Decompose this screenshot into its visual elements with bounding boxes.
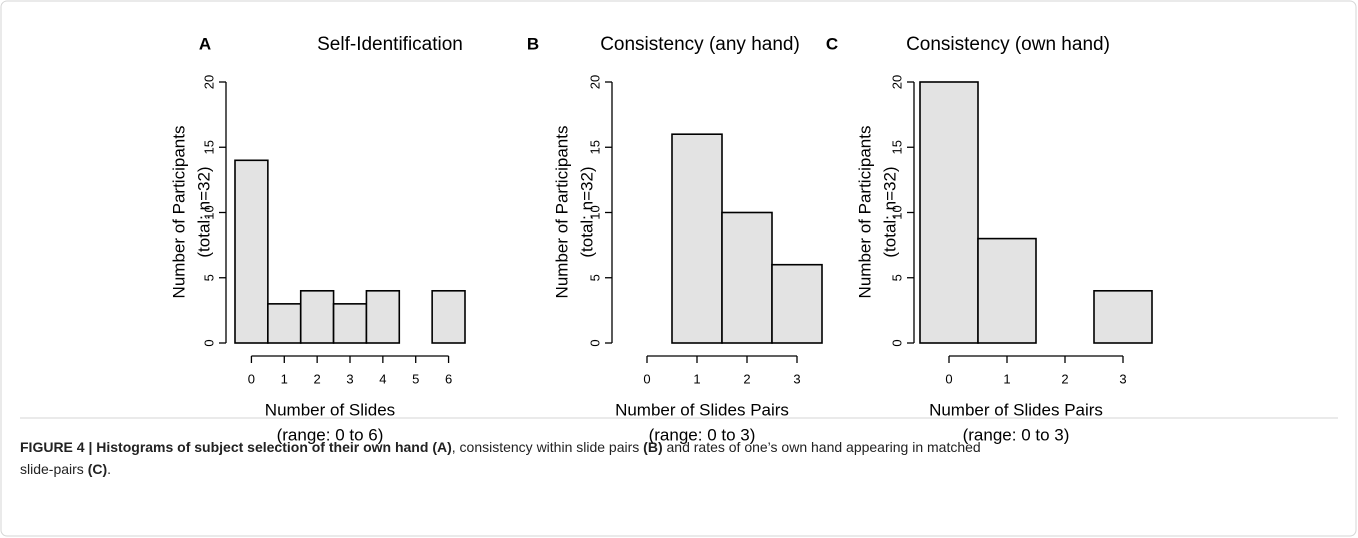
- caption-line: slide-pairs (C).: [20, 461, 111, 477]
- caption-line: FIGURE 4 | Histograms of subject selecti…: [20, 439, 981, 455]
- x-tick-label: 3: [1119, 371, 1126, 386]
- x-tick-label: 0: [248, 371, 255, 386]
- x-tick-label: 6: [445, 371, 452, 386]
- caption-run: (C): [88, 461, 107, 477]
- y-tick-label: 15: [201, 140, 216, 154]
- x-tick-label: 2: [1061, 371, 1068, 386]
- y-tick-label: 10: [587, 205, 602, 219]
- histogram-bar: [267, 303, 302, 344]
- histogram-bar: [299, 289, 335, 344]
- x-axis-label: (range: 0 to 3): [963, 425, 1070, 444]
- caption-run: (B): [643, 439, 662, 455]
- y-tick-label: 0: [889, 339, 904, 346]
- x-axis-label: Number of Slides Pairs: [929, 400, 1103, 419]
- histogram-bar: [234, 159, 269, 344]
- histogram-bar: [771, 263, 823, 344]
- y-axis-label: Number of Participants: [169, 126, 188, 299]
- histogram-bar: [332, 303, 368, 344]
- chart-title: Consistency (own hand): [906, 34, 1110, 55]
- x-axis-label: Number of Slides Pairs: [615, 400, 789, 419]
- x-tick-label: 4: [379, 371, 386, 386]
- y-tick-label: 20: [587, 75, 602, 89]
- y-tick-label: 5: [201, 274, 216, 281]
- y-axis-label: (total: n=32): [194, 166, 213, 257]
- y-tick-label: 5: [587, 274, 602, 281]
- y-tick-label: 15: [889, 140, 904, 154]
- x-tick-label: 2: [314, 371, 321, 386]
- histogram-bar: [977, 237, 1037, 344]
- x-axis-label: Number of Slides: [265, 400, 395, 419]
- caption-run: .: [107, 461, 111, 477]
- histogram-bar: [431, 289, 466, 344]
- y-axis-label: Number of Participants: [855, 126, 874, 299]
- caption-run: , consistency within slide pairs: [452, 439, 643, 455]
- histogram-bar: [919, 81, 979, 344]
- x-tick-label: 3: [793, 371, 800, 386]
- x-tick-label: 1: [693, 371, 700, 386]
- x-axis-label: (range: 0 to 3): [649, 425, 756, 444]
- y-tick-label: 0: [587, 339, 602, 346]
- histogram-bar: [365, 289, 401, 344]
- chart-title: Self-Identification: [317, 34, 463, 55]
- panel-label: A: [199, 34, 211, 53]
- y-tick-label: 20: [201, 75, 216, 89]
- caption-run: FIGURE 4 | Histograms of subject selecti…: [20, 439, 428, 455]
- panel-label: C: [826, 34, 838, 53]
- caption-run: and rates of one’s own hand appearing in…: [663, 439, 981, 455]
- x-tick-label: 0: [643, 371, 650, 386]
- x-tick-label: 0: [945, 371, 952, 386]
- y-tick-label: 15: [587, 140, 602, 154]
- x-axis-label: (range: 0 to 6): [277, 425, 384, 444]
- histogram-bar: [1093, 289, 1153, 344]
- x-tick-label: 5: [412, 371, 419, 386]
- y-axis-label: (total: n=32): [880, 166, 899, 257]
- x-tick-label: 3: [346, 371, 353, 386]
- x-tick-label: 1: [281, 371, 288, 386]
- y-tick-label: 10: [201, 205, 216, 219]
- caption-run: (A): [432, 439, 451, 455]
- histogram-bar: [721, 211, 773, 344]
- y-axis-label: Number of Participants: [552, 126, 571, 299]
- panel-label: B: [527, 34, 539, 53]
- histogram-bar: [671, 133, 723, 344]
- x-tick-label: 2: [743, 371, 750, 386]
- caption-run: slide-pairs: [20, 461, 88, 477]
- y-axis-label: (total: n=32): [577, 166, 596, 257]
- y-tick-label: 5: [889, 274, 904, 281]
- x-tick-label: 1: [1003, 371, 1010, 386]
- y-tick-label: 20: [889, 75, 904, 89]
- chart-title: Consistency (any hand): [600, 34, 800, 55]
- y-tick-label: 10: [889, 205, 904, 219]
- y-tick-label: 0: [201, 339, 216, 346]
